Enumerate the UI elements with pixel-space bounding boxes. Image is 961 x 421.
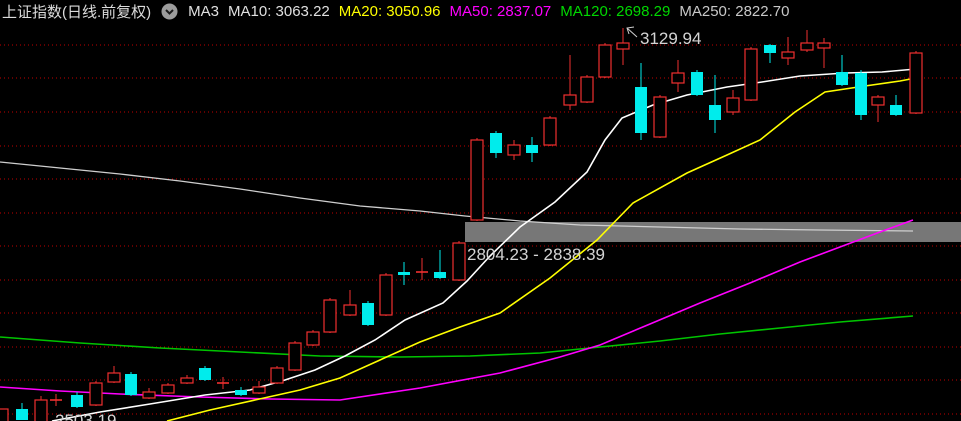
legend-ma50: MA50: 2837.07: [449, 3, 552, 20]
legend-ma20: MA20: 3050.96: [338, 3, 441, 20]
candle-up: [107, 366, 121, 383]
candle-down: [691, 70, 703, 96]
candle-up: [800, 30, 814, 52]
candle-up: [726, 90, 740, 115]
candle-up: [744, 47, 758, 101]
candle-up: [580, 75, 594, 103]
candle-up: [270, 366, 284, 384]
candle-down: [764, 44, 776, 63]
candle-down: [362, 301, 374, 326]
candle-up: [288, 341, 302, 371]
support-band: [465, 222, 961, 242]
candle-up: [781, 37, 795, 65]
candle-up: [217, 377, 229, 389]
candle-down: [635, 63, 647, 140]
candle-up: [452, 241, 466, 281]
candle-down: [890, 95, 902, 116]
candle-down: [398, 262, 410, 285]
candle-up: [416, 258, 428, 280]
candle-up: [50, 394, 62, 406]
legend-ma250: MA250: 2822.70: [679, 3, 790, 20]
high-price-label: 3129.94: [640, 29, 701, 48]
legend-ma10: MA10: 3063.22: [228, 3, 330, 20]
candle-down: [855, 70, 867, 120]
band-range-label: 2804.23 - 2838.39: [467, 245, 605, 264]
candle-up: [343, 290, 357, 316]
candle-down: [836, 55, 848, 86]
chart-header: 上证指数(日线.前复权) MA3 MA10: 3063.22 MA20: 305…: [0, 0, 961, 23]
candle-up: [616, 28, 630, 65]
candle-down: [490, 131, 502, 158]
candle-up: [507, 140, 521, 160]
ma20-line: [166, 77, 917, 421]
candle-up: [89, 381, 103, 406]
high-annotation-arrow: [626, 26, 638, 38]
candle-down: [709, 75, 721, 133]
ma50-line: [0, 219, 914, 401]
candle-up: [252, 381, 266, 394]
candle-up: [671, 60, 685, 92]
candle-up: [470, 138, 484, 221]
candle-up: [598, 43, 612, 78]
candle-up: [379, 273, 393, 316]
candle-up: [0, 408, 9, 421]
candle-up: [34, 396, 48, 421]
candle-up: [142, 388, 156, 399]
candle-down: [71, 392, 83, 408]
candle-down: [125, 372, 137, 396]
partial-low-label: 2503.19: [55, 411, 116, 421]
collapse-chevron-icon[interactable]: [161, 3, 178, 20]
ma120-line: [0, 315, 914, 358]
candle-up: [180, 375, 194, 384]
candle-up: [323, 298, 337, 333]
candle-down: [199, 366, 211, 381]
candle-up: [871, 95, 885, 122]
candle-up: [161, 383, 175, 394]
candle-up: [543, 116, 557, 146]
ma250-line: [0, 161, 914, 232]
candle-up: [909, 51, 923, 114]
candle-up: [653, 95, 667, 138]
candle-up: [563, 55, 577, 110]
candle-down: [434, 250, 446, 279]
legend-ma120: MA120: 2698.29: [560, 3, 671, 20]
chart-title: 上证指数(日线.前复权): [2, 4, 152, 21]
candle-up: [817, 38, 831, 68]
candle-down: [16, 403, 28, 420]
candle-up: [306, 330, 320, 346]
candle-down: [526, 137, 538, 162]
legend-ma3: MA3: [188, 3, 220, 20]
candle-down: [235, 387, 247, 396]
